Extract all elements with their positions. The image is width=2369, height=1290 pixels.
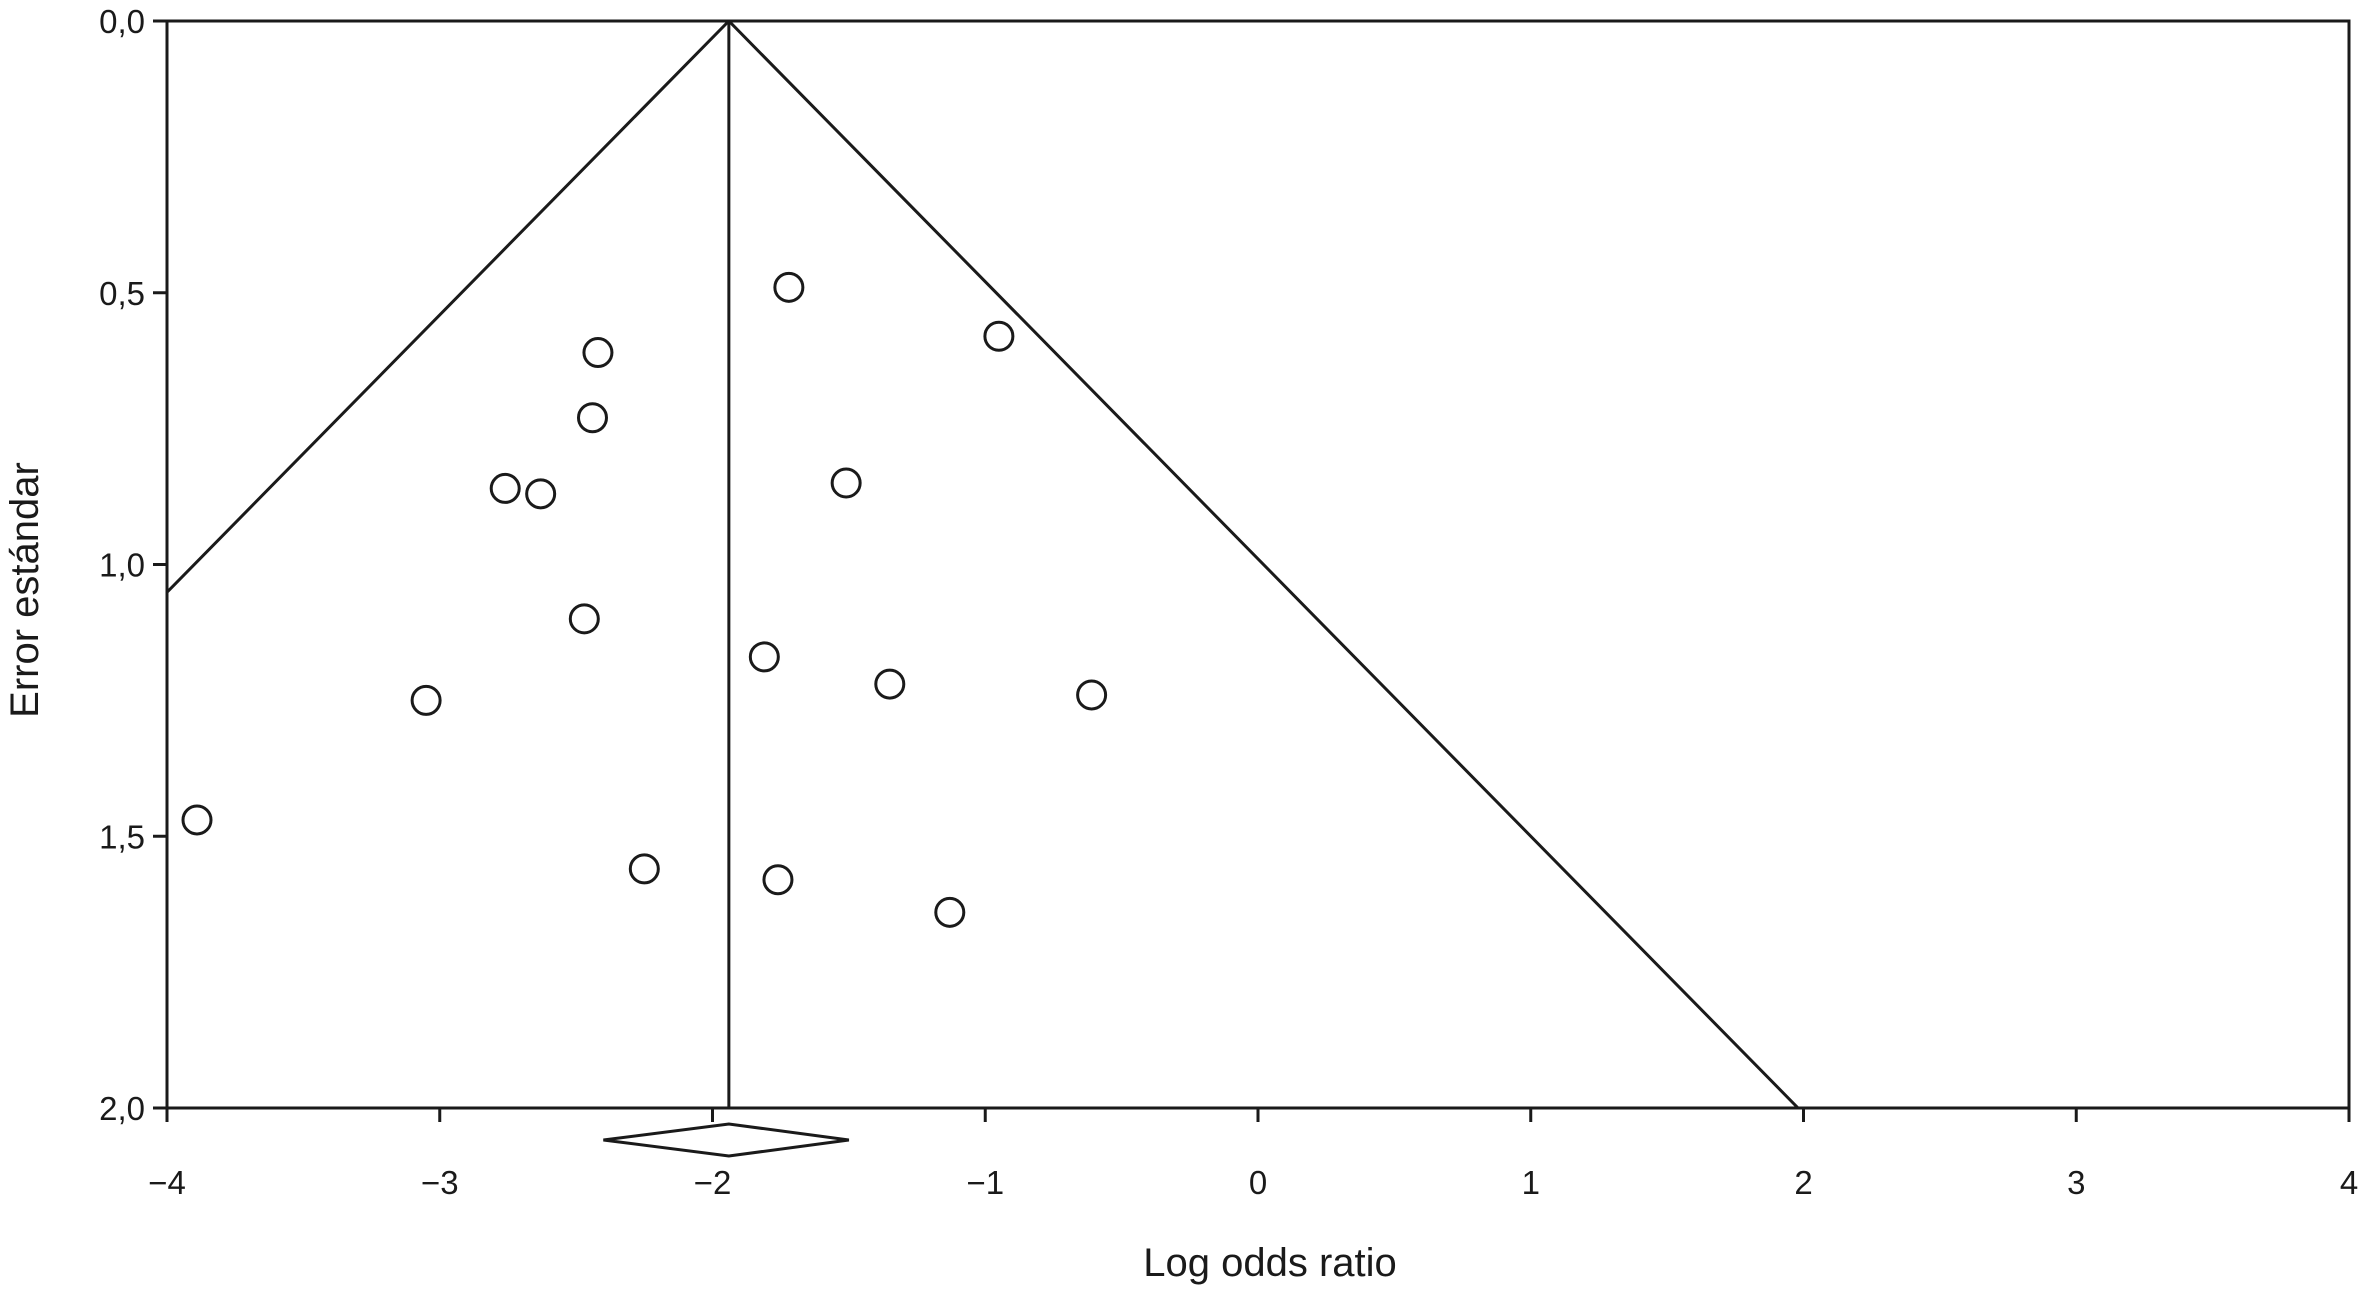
x-tick-label-5: 1 bbox=[1522, 1164, 1540, 1201]
study-point-11 bbox=[410, 684, 442, 716]
study-point-1 bbox=[773, 271, 805, 303]
study-point-15 bbox=[762, 864, 794, 896]
x-tick-label-2: −2 bbox=[694, 1164, 732, 1201]
x-tick-label-3: −1 bbox=[966, 1164, 1004, 1201]
pooled-ci-diamond bbox=[603, 1122, 850, 1158]
x-tick-label-8: 4 bbox=[2340, 1164, 2358, 1201]
x-axis-label: Log odds ratio bbox=[1143, 1241, 1397, 1285]
study-point-3 bbox=[582, 337, 614, 369]
study-point-13 bbox=[181, 804, 213, 836]
x-tick-label-1: −3 bbox=[421, 1164, 459, 1201]
axes: −4 −3 −2 −1 0 1 2 3 4 0,0 0,5 1,0 1,5 2,0 bbox=[99, 3, 2358, 1201]
x-tick-label-7: 3 bbox=[2067, 1164, 2085, 1201]
y-tick-label-1: 0,5 bbox=[99, 275, 145, 312]
funnel-left-line bbox=[167, 21, 730, 595]
study-point-6 bbox=[489, 472, 521, 504]
y-tick-label-4: 2,0 bbox=[99, 1090, 145, 1127]
study-point-10 bbox=[874, 668, 906, 700]
y-tick-label-0: 0,0 bbox=[99, 3, 145, 40]
x-tick-label-6: 2 bbox=[1794, 1164, 1812, 1201]
funnel-right-line bbox=[727, 21, 1800, 1108]
x-tick-label-4: 0 bbox=[1249, 1164, 1267, 1201]
y-axis-label: Error estándar bbox=[3, 462, 47, 718]
study-point-12 bbox=[1076, 679, 1108, 711]
study-point-14 bbox=[628, 853, 660, 885]
study-point-4 bbox=[576, 402, 608, 434]
study-point-5 bbox=[830, 467, 862, 499]
study-point-9 bbox=[748, 641, 780, 673]
y-tick-label-2: 1,0 bbox=[99, 547, 145, 584]
study-point-16 bbox=[934, 896, 966, 928]
x-tick-label-0: −4 bbox=[148, 1164, 186, 1201]
study-point-7 bbox=[525, 478, 557, 510]
plot-area bbox=[167, 21, 1800, 1108]
y-tick-label-3: 1,5 bbox=[99, 818, 145, 855]
funnel-lines bbox=[167, 21, 1800, 1108]
study-point-8 bbox=[568, 603, 600, 635]
study-point-2 bbox=[983, 320, 1015, 352]
plot-frame bbox=[165, 19, 2351, 1110]
